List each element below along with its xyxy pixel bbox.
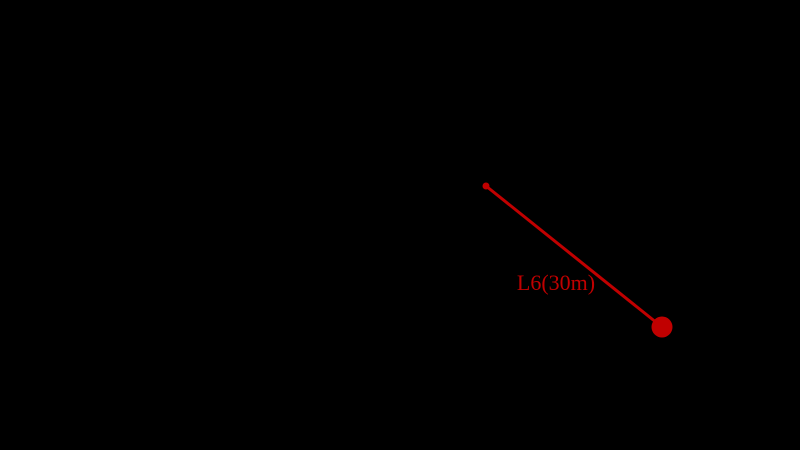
edge-end-node[interactable]: [651, 316, 673, 338]
edge-line[interactable]: [485, 184, 663, 329]
edge-label: L6(30m): [517, 270, 595, 295]
edge-start-node[interactable]: [482, 182, 490, 190]
